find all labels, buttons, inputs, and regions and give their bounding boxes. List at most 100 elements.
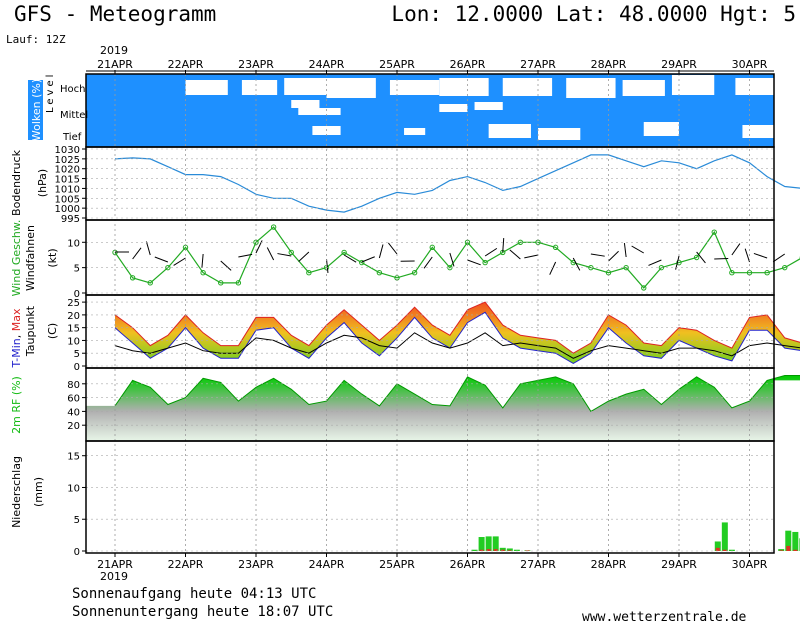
pressure-tick-label: 995 xyxy=(61,214,80,225)
wind-speed-point xyxy=(429,244,435,251)
wind-speed-point xyxy=(165,264,171,271)
day-label-top: 22APR xyxy=(168,58,204,71)
cloud-block xyxy=(622,80,665,96)
wind-barb xyxy=(648,259,662,266)
wind-speed-point xyxy=(376,270,383,276)
temp-tick-label: 25 xyxy=(67,298,80,309)
cloud-block xyxy=(404,128,426,135)
wind-speed-point xyxy=(235,280,242,286)
day-label-bottom: 28APR xyxy=(591,558,627,571)
wind-barb xyxy=(298,251,310,262)
wind-speed-point xyxy=(588,264,594,271)
cloud-block xyxy=(389,80,440,95)
precip-tick-label: 15 xyxy=(67,452,80,463)
precip-conv-bar xyxy=(493,549,498,551)
rh-tick-label: 20 xyxy=(67,421,80,432)
wind-barb xyxy=(484,247,498,257)
day-label-bottom: 21APR xyxy=(97,558,133,571)
wind-barb xyxy=(696,251,706,264)
temp-tick-label: 20 xyxy=(67,311,80,322)
sunset-text: Sonnenuntergang heute 18:07 UTC xyxy=(72,604,334,620)
day-label-bottom: 30APR xyxy=(732,558,768,571)
pressure-tick-label: 1000 xyxy=(55,204,80,215)
pressure-tick-label: 1020 xyxy=(55,165,80,176)
wind-barb xyxy=(608,250,619,262)
wind-barb xyxy=(572,257,581,271)
wind-ylabel2: Windfahnen xyxy=(24,225,37,291)
precip-tick-label: 5 xyxy=(74,515,80,526)
pressure-unit: (hPa) xyxy=(36,169,49,197)
pressure-line xyxy=(114,154,800,213)
wind-speed-point xyxy=(359,259,365,266)
cloud-block xyxy=(241,80,278,95)
wind-speed-point xyxy=(623,264,629,271)
wind-barb xyxy=(220,260,232,271)
wind-barb xyxy=(154,256,169,263)
chart-title: GFS - Meteogramm xyxy=(14,2,217,26)
precip-bar xyxy=(721,522,728,551)
wind-barb xyxy=(326,258,329,273)
wind-speed-point xyxy=(711,229,717,235)
precip-bar xyxy=(492,536,499,551)
model-run: Lauf: 12Z xyxy=(6,33,66,46)
wind-speed-point xyxy=(147,280,153,286)
precip-conv-bar xyxy=(722,549,727,551)
cloud-block xyxy=(326,78,376,98)
cloud-label-bg xyxy=(28,80,43,140)
cloud-block xyxy=(538,128,581,140)
wind-barb xyxy=(343,254,357,263)
cloud-level-label: Mittel xyxy=(60,110,88,121)
precip-conv-bar xyxy=(507,550,512,551)
precip-bar xyxy=(506,548,513,551)
wind-barb xyxy=(449,252,455,267)
precip-tick-label: 0 xyxy=(74,547,80,558)
cloud-block xyxy=(185,80,228,95)
wind-unit: (kt) xyxy=(46,248,59,267)
wind-speed-point xyxy=(764,270,770,276)
wind-speed-point xyxy=(288,249,294,256)
wind-barb xyxy=(502,237,505,253)
wind-speed-point xyxy=(200,270,206,276)
cloud-block xyxy=(643,122,679,136)
precip-bar xyxy=(471,549,478,551)
wind-speed-point xyxy=(693,254,700,261)
wind-speed-point xyxy=(129,275,136,281)
wind-speed-point xyxy=(482,259,488,266)
wind-barb xyxy=(772,253,786,263)
panel-frame xyxy=(85,440,775,554)
wind-barb xyxy=(631,245,645,254)
precip-conv-bar xyxy=(525,550,530,551)
cloud-block xyxy=(671,75,715,95)
day-label-bottom: 23APR xyxy=(238,558,274,571)
precip-bar xyxy=(785,530,792,551)
wind-speed-point xyxy=(306,270,312,276)
wind-speed-point xyxy=(218,280,224,286)
cloud-level-label: Tief xyxy=(62,132,82,143)
precip-bar xyxy=(513,549,520,551)
day-label-bottom: 29APR xyxy=(661,558,697,571)
source-link[interactable]: www.wetterzentrale.de xyxy=(582,610,747,625)
temp-tick-label: 5 xyxy=(74,349,80,360)
wind-tick-label: 5 xyxy=(74,264,80,275)
day-label-top: 28APR xyxy=(591,58,627,71)
day-label-top: 29APR xyxy=(661,58,697,71)
day-label-top: 24APR xyxy=(309,58,345,71)
pressure-tick-label: 1010 xyxy=(55,184,80,195)
precip-unit: (mm) xyxy=(32,477,45,507)
wind-barb xyxy=(387,242,398,255)
temp-ylabel-min: T-Min xyxy=(10,338,23,368)
precip-bar xyxy=(778,549,785,551)
rh-line xyxy=(114,375,800,413)
cloud-side-label: Level xyxy=(45,72,56,113)
cloud-level-label: Hoch xyxy=(60,84,85,95)
temp-unit: (C) xyxy=(46,323,59,339)
precip-bar xyxy=(478,537,485,551)
cloud-block xyxy=(566,78,616,98)
panel-frame xyxy=(85,146,775,221)
wind-barb xyxy=(549,261,557,275)
year-label-bottom: 2019 xyxy=(100,570,128,583)
precip-ylabel: Niederschlag xyxy=(10,456,23,528)
day-label-bottom: 22APR xyxy=(168,558,204,571)
temp-ylabel-max: Max xyxy=(10,308,23,331)
